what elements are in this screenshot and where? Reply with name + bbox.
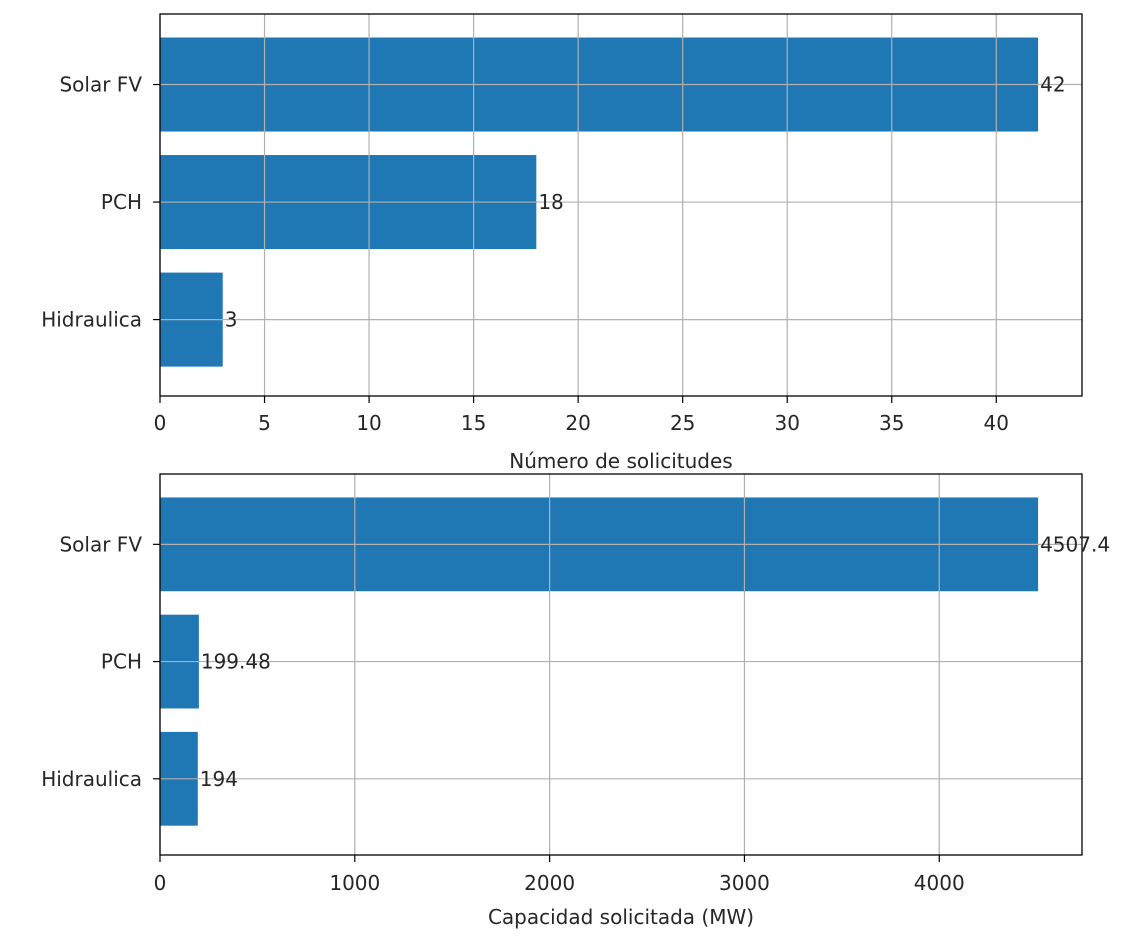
x-tick-label: 40 [984,411,1009,435]
bar-value-label: 18 [538,190,563,214]
x-tick-label: 30 [774,411,799,435]
chart-panel-top: 0 5 10 15 20 25 30 35 40 Solar FV PCH Hidraulica 42 1… [41,13,1083,473]
x-tick-label: 25 [670,411,695,435]
axes-frame [159,473,1083,856]
x-tick-label: 0 [154,871,167,895]
bar-value-label: 42 [1040,73,1065,97]
bar-value-label: 4507.4 [1040,532,1110,556]
x-tick-label: 3000 [719,871,770,895]
x-tick-label: 15 [461,411,486,435]
x-tick-label: 5 [258,411,271,435]
bar-value-label: 3 [225,308,238,332]
x-tick-label: 1000 [329,871,380,895]
bar-value-label: 194 [200,767,238,791]
axes-frame [159,13,1083,397]
y-tick-label: Solar FV [59,73,142,97]
x-tick-label: 0 [154,411,167,435]
bar-value-label: 199.48 [201,650,271,674]
y-tick-label: PCH [101,650,142,674]
x-tick-label: 20 [565,411,590,435]
y-tick-label: Hidraulica [41,767,142,791]
x-tick-label: 35 [879,411,904,435]
y-tick-label: Hidraulica [41,308,142,332]
x-axis-label: Número de solicitudes [509,449,732,473]
y-tick-label: PCH [101,190,142,214]
x-axis-label: Capacidad solicitada (MW) [488,905,754,929]
y-tick-label: Solar FV [59,532,142,556]
x-tick-label: 2000 [524,871,575,895]
chart-panel-bottom: 0 1000 2000 3000 4000 Solar FV PCH Hidraulica 45… [41,473,1110,929]
x-tick-label: 4000 [914,871,965,895]
x-tick-label: 10 [356,411,381,435]
